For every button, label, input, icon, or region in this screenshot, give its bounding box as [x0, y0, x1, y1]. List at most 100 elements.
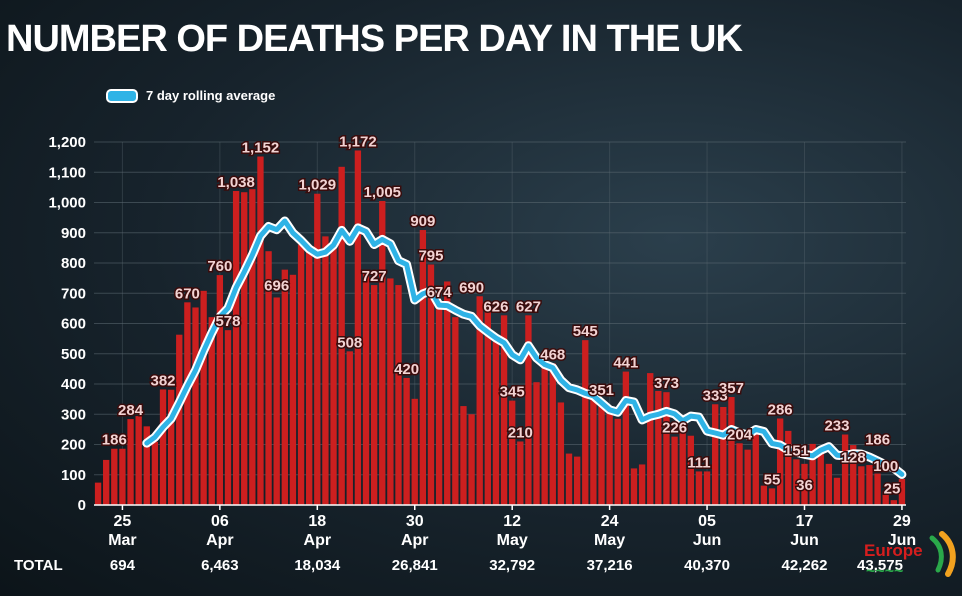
data-label: 186 — [102, 432, 127, 449]
bar-2020-06-17 — [801, 463, 808, 505]
data-label: 545 — [573, 323, 598, 340]
y-tick-label: 400 — [61, 376, 86, 393]
bar-2020-05-28 — [638, 464, 646, 505]
bar-2020-03-30 — [159, 389, 167, 505]
data-label: 696 — [264, 277, 289, 294]
bar-2020-06-08 — [728, 397, 735, 505]
bar-2020-05-06 — [460, 406, 467, 505]
bar-2020-05-02 — [427, 264, 435, 505]
x-tick-month: Jun — [790, 532, 818, 549]
bar-2020-06-02 — [679, 419, 686, 505]
bar-2020-03-22 — [94, 482, 102, 505]
x-tick-day: 12 — [503, 513, 521, 530]
bar-2020-04-08 — [232, 191, 240, 505]
x-tick-day: 24 — [601, 513, 619, 530]
bar-2020-06-03 — [687, 435, 694, 505]
data-label: 578 — [215, 313, 240, 330]
bar-2020-04-04 — [200, 290, 207, 505]
bar-2020-05-03 — [435, 301, 443, 505]
data-label: 626 — [483, 299, 508, 316]
x-tick-day: 18 — [308, 513, 326, 530]
x-tick-month: Apr — [401, 532, 429, 549]
data-label: 226 — [662, 420, 687, 437]
bar-2020-05-10 — [492, 341, 500, 505]
bar-2020-04-12 — [265, 251, 272, 505]
total-value: 6,463 — [201, 557, 239, 574]
bar-2020-05-24 — [606, 413, 613, 505]
average-line-layer — [142, 216, 907, 479]
bar-2020-05-17 — [549, 363, 556, 505]
bar-2020-05-18 — [557, 402, 565, 505]
y-tick-label: 1,000 — [48, 195, 86, 212]
bar-2020-04-24 — [362, 273, 370, 505]
totals-label: TOTAL — [14, 557, 63, 574]
bar-2020-05-13 — [517, 441, 524, 505]
bar-2020-03-27 — [135, 416, 142, 505]
data-label: 1,038 — [217, 174, 255, 191]
data-label: 233 — [824, 418, 849, 435]
data-label: 351 — [589, 382, 614, 399]
data-label: 1,029 — [299, 177, 337, 194]
data-label: 674 — [427, 284, 453, 301]
logo-text: Europe — [864, 541, 923, 560]
bar-2020-06-26 — [874, 473, 881, 505]
data-label: 468 — [540, 346, 565, 363]
data-label: 420 — [394, 361, 419, 378]
bar-2020-04-21 — [338, 166, 345, 505]
bar-2020-05-23 — [598, 403, 605, 505]
bar-2020-05-27 — [630, 468, 638, 505]
bar-2020-04-06 — [216, 275, 224, 505]
bar-2020-05-22 — [590, 399, 597, 505]
data-label: 690 — [459, 279, 484, 296]
bar-2020-06-18 — [809, 443, 816, 505]
total-value: 43,575 — [857, 557, 903, 574]
y-tick-label: 700 — [61, 285, 86, 302]
chart-legend: 7 day rolling average — [106, 88, 275, 103]
data-labels-layer: 186 284 382 670 760 578 1,038 1,152 696 1,029 1,17… — [100, 132, 902, 499]
bar-2020-06-15 — [785, 430, 792, 505]
y-tick-label: 900 — [61, 225, 86, 242]
data-label: 760 — [207, 258, 232, 275]
bar-2020-03-26 — [127, 419, 134, 505]
x-tick-day: 29 — [893, 513, 911, 530]
bar-2020-05-12 — [509, 400, 516, 505]
bar-2020-03-23 — [103, 459, 110, 505]
x-tick-day: 05 — [698, 513, 716, 530]
bar-2020-06-04 — [695, 471, 703, 505]
bar-2020-05-11 — [500, 315, 508, 505]
data-label: 441 — [613, 355, 638, 372]
bar-2020-06-16 — [793, 459, 800, 505]
y-tick-label: 500 — [61, 346, 86, 363]
bar-2020-04-13 — [273, 297, 280, 505]
bar-2020-05-26 — [622, 371, 630, 505]
data-label: 55 — [764, 471, 781, 488]
data-label: 1,172 — [339, 133, 377, 150]
data-label: 373 — [654, 375, 679, 392]
data-label: 186 — [865, 432, 890, 449]
bar-2020-06-21 — [833, 477, 841, 505]
data-label: 382 — [151, 372, 176, 389]
bar-2020-05-20 — [573, 456, 581, 505]
bar-2020-04-25 — [370, 285, 378, 505]
data-label: 727 — [362, 268, 387, 285]
data-label: 345 — [500, 384, 525, 401]
total-value: 18,034 — [294, 557, 341, 574]
bar-2020-06-09 — [736, 443, 743, 505]
data-label: 25 — [884, 480, 901, 497]
logo-script-icon: ~~~~ — [866, 563, 903, 580]
bars-layer — [94, 150, 906, 506]
total-value: 32,792 — [489, 557, 535, 574]
bar-2020-05-31 — [663, 392, 670, 505]
bar-2020-04-02 — [184, 302, 191, 505]
chart-title: NUMBER OF DEATHS PER DAY IN THE UK — [6, 18, 743, 60]
bar-2020-06-13 — [768, 488, 776, 505]
bar-2020-05-09 — [484, 308, 491, 505]
bar-2020-05-29 — [647, 373, 654, 505]
bar-2020-06-05 — [703, 471, 711, 505]
x-tick-month: Apr — [206, 532, 234, 549]
bar-2020-05-14 — [525, 315, 532, 505]
data-label: 128 — [841, 449, 866, 466]
data-label: 100 — [873, 458, 898, 475]
bar-2020-06-28 — [890, 500, 897, 505]
bar-2020-03-25 — [119, 448, 126, 505]
